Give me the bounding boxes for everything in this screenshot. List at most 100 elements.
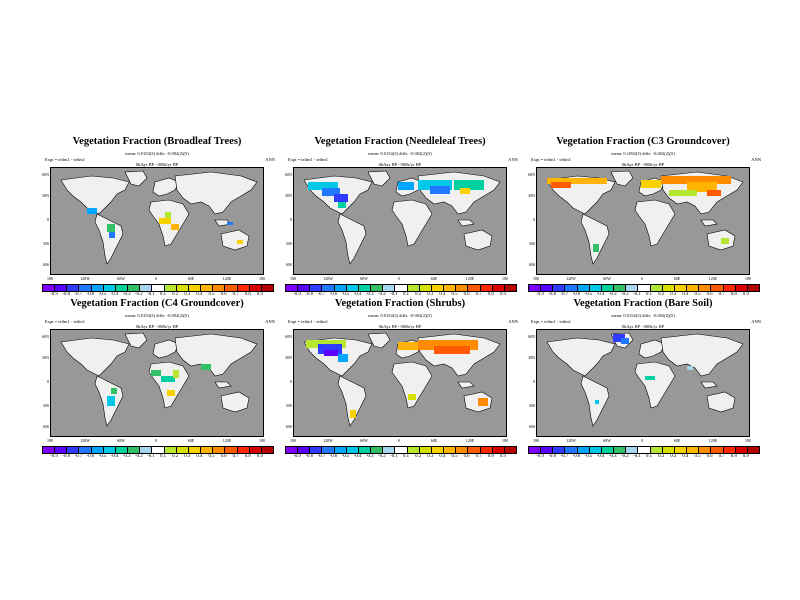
colorbar-tick-label: -0.2 — [378, 292, 386, 297]
colorbar-swatch — [735, 285, 748, 291]
colorbar-swatch — [480, 285, 493, 291]
lat-label: 30N — [285, 355, 292, 360]
lat-label: 30S — [285, 241, 292, 246]
colorbar-swatch — [371, 285, 384, 291]
colorbar-swatch — [371, 447, 384, 453]
anomaly-patches — [547, 176, 731, 252]
colorbar-swatch — [346, 447, 359, 453]
colorbar-swatch — [674, 447, 688, 453]
colorbar-swatch — [444, 447, 457, 453]
lat-label: 30S — [528, 241, 535, 246]
colorbar-swatch — [747, 285, 759, 291]
colorbar-swatch — [358, 285, 372, 291]
panel-season: ANN — [508, 157, 518, 162]
colorbar-tick-label: -0.8 — [305, 292, 313, 297]
colorbar-swatch — [687, 285, 700, 291]
colorbar — [285, 284, 517, 292]
colorbar-swatch — [395, 285, 408, 291]
colorbar-tick-label: -0.1 — [390, 292, 398, 297]
colorbar-swatch — [747, 447, 759, 453]
lon-label: 60W — [360, 438, 368, 443]
world-map — [50, 329, 264, 437]
colorbar-swatch — [225, 285, 238, 291]
colorbar-tick-label: -0.6 — [329, 292, 338, 297]
colorbar-swatch — [358, 447, 372, 453]
lon-label: 60W — [117, 438, 125, 443]
colorbar-swatch — [614, 285, 627, 291]
colorbar-tick-label: 0.2 — [658, 454, 665, 459]
colorbar-swatch — [225, 447, 238, 453]
colorbar-swatch — [310, 447, 323, 453]
colorbar-tick-label: 0.5 — [208, 292, 215, 297]
colorbar-tick-label: 0.3 — [427, 292, 434, 297]
colorbar-tick-label: -0.7 — [74, 292, 83, 297]
colorbar-swatch — [468, 447, 481, 453]
lon-label: 120E — [222, 276, 232, 281]
colorbar-swatch — [322, 285, 335, 291]
panel-model: 0k/kyr BP - 000k/yr BP — [621, 162, 665, 167]
lon-label: 60W — [117, 276, 125, 281]
anomaly-patches — [308, 180, 484, 208]
map-panel-broadleaf: Vegetation Fraction (Broadleaf Trees) me… — [37, 136, 277, 316]
colorbar-tick-label: 0.9 — [256, 454, 263, 459]
colorbar-tick-label: -0.7 — [317, 292, 326, 297]
lat-label: 30N — [42, 193, 49, 198]
lon-label: 0 — [155, 276, 157, 281]
colorbar-swatch — [626, 285, 639, 291]
colorbar-tick-label: 0.7 — [475, 454, 482, 459]
colorbar-swatch — [419, 285, 432, 291]
colorbar-tick-label: 0.3 — [184, 454, 191, 459]
colorbar-swatch — [541, 285, 554, 291]
lat-label: 30N — [528, 355, 535, 360]
colorbar-tick-label: 0.1 — [160, 454, 167, 459]
colorbar-tick-label: 0.8 — [244, 454, 251, 459]
lat-label: 60S — [285, 262, 292, 267]
colorbar-swatch — [67, 285, 80, 291]
colorbar-tick-label: 0.8 — [730, 292, 737, 297]
panel-season: ANN — [265, 319, 275, 324]
colorbar-swatch — [286, 447, 299, 453]
colorbar-tick-label: 0.6 — [706, 454, 713, 459]
lon-label: 60E — [187, 276, 195, 281]
lat-label: 60S — [285, 424, 292, 429]
colorbar-tick-label: 0.6 — [463, 454, 470, 459]
colorbar-tick-label: 0.3 — [670, 454, 677, 459]
colorbar-swatch — [164, 285, 177, 291]
panel-stats: mean: 0.0154(3) diffs: -0.002(2)(5) — [125, 313, 189, 318]
lat-label: 0 — [533, 217, 535, 222]
colorbar-swatch — [674, 285, 688, 291]
colorbar-tick-label: -0.2 — [135, 292, 143, 297]
colorbar-swatch — [541, 447, 554, 453]
lon-label: 120W — [80, 276, 90, 281]
colorbar-tick-label: -0.9 — [536, 454, 544, 459]
colorbar-swatch — [492, 285, 505, 291]
panel-expt: Expt = teilm1 - teilm1 — [45, 319, 86, 324]
lat-label: 60N — [42, 172, 49, 177]
colorbar-swatch — [711, 447, 724, 453]
colorbar-tick-label: 0.4 — [682, 292, 689, 297]
panel-stats: mean: 0.0154(3) diffs: -0.002(2)(5) — [368, 151, 432, 156]
colorbar-swatch — [577, 285, 590, 291]
lon-label: 180 — [47, 276, 53, 281]
colorbar-tick-label: 0.5 — [208, 454, 215, 459]
colorbar-swatch — [553, 285, 566, 291]
anomaly-patches — [87, 208, 243, 244]
colorbar-tick-label: -0.7 — [317, 454, 326, 459]
lon-label: 60E — [673, 438, 681, 443]
colorbar-tick-label: 0.8 — [244, 292, 251, 297]
colorbar — [42, 284, 274, 292]
panel-title: Vegetation Fraction (C3 Groundcover) — [556, 136, 730, 147]
lat-label: 30N — [42, 355, 49, 360]
panel-expt: Expt = teilm1 - teilm1 — [531, 157, 572, 162]
lat-label: 30N — [285, 193, 292, 198]
colorbar-swatch — [565, 285, 578, 291]
anomaly-patches — [595, 334, 693, 404]
world-map — [293, 329, 507, 437]
lon-label: 60W — [360, 276, 368, 281]
colorbar-tick-label: -0.7 — [560, 292, 569, 297]
colorbar-tick-label: -0.3 — [122, 292, 131, 297]
lat-label: 0 — [290, 217, 292, 222]
colorbar-tick-label: 0.2 — [172, 292, 179, 297]
colorbar-tick-label: -0.3 — [365, 454, 374, 459]
colorbar-tick-label: 0.1 — [403, 292, 410, 297]
